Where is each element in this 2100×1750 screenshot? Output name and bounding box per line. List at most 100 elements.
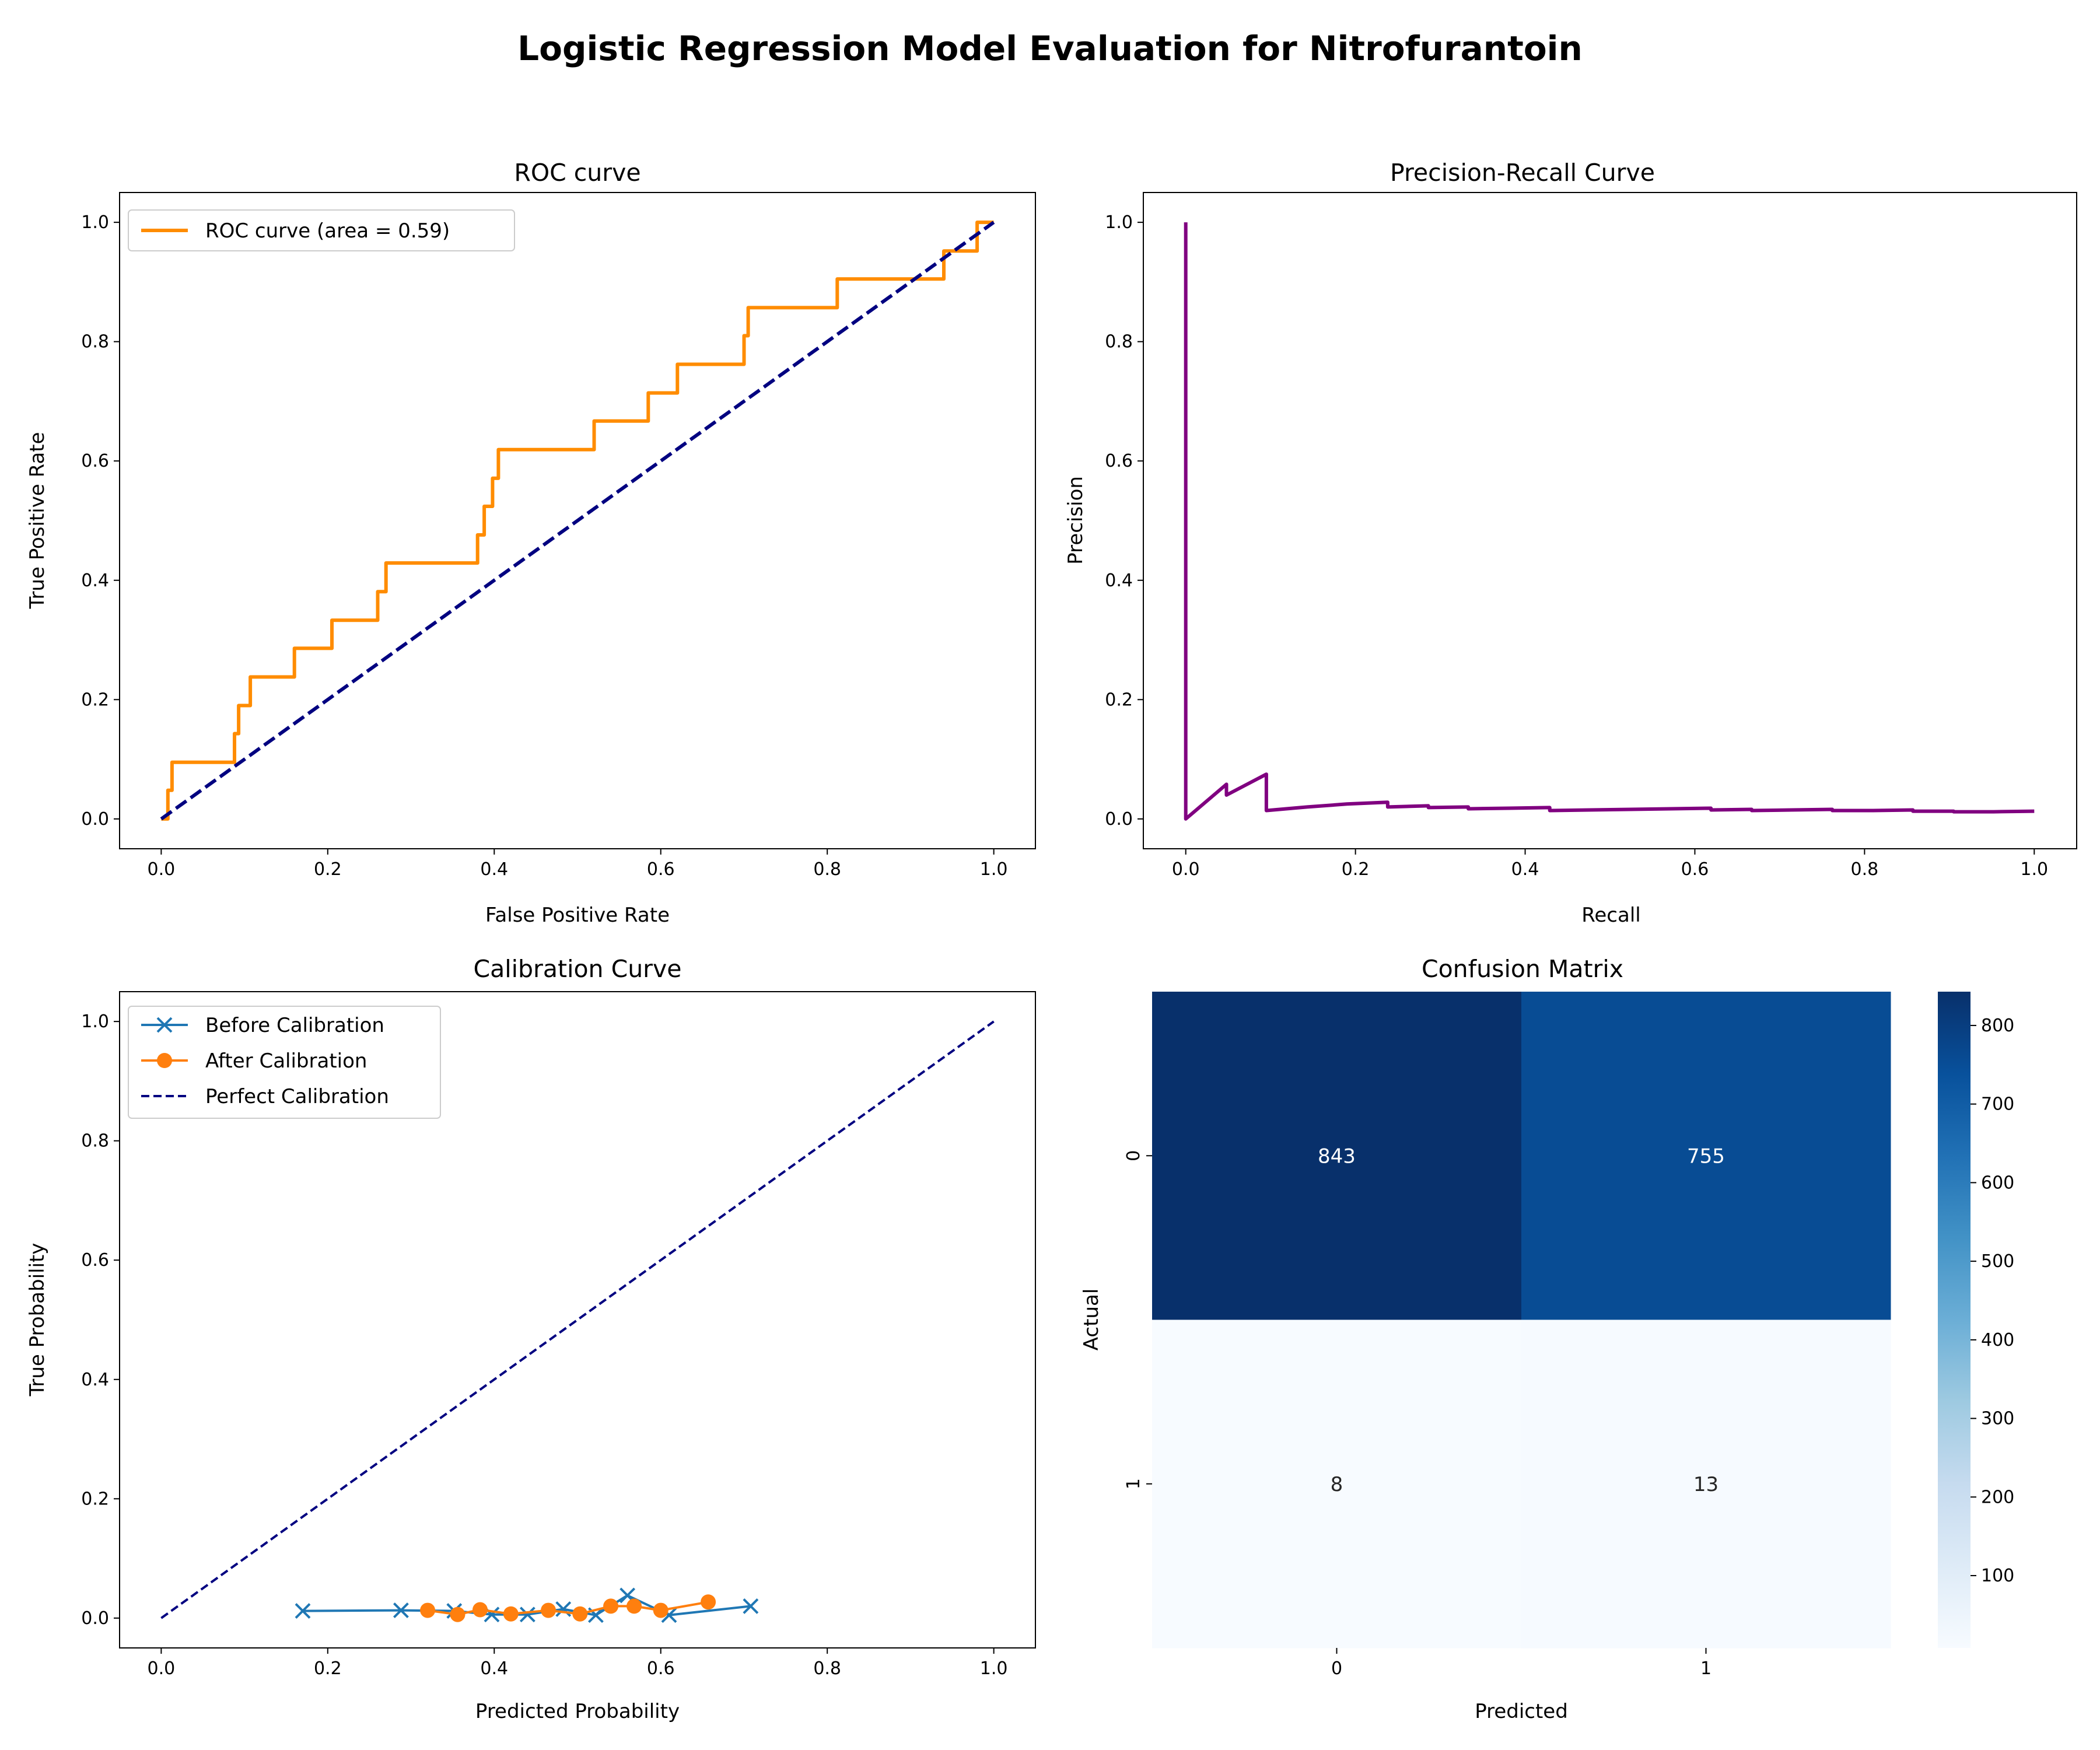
pr-ytick-label: 1.0 <box>1105 212 1133 233</box>
roc-ytick-label: 0.8 <box>81 332 109 352</box>
pr-ytick-label: 0.8 <box>1105 332 1133 352</box>
roc-ytick-label: 1.0 <box>81 212 109 233</box>
calibration-marker-x <box>393 1602 409 1618</box>
colorbar-tick-label: 700 <box>1981 1094 2014 1115</box>
roc-xtick-label: 0.8 <box>813 859 841 880</box>
pr-ylabel: Precision <box>1064 476 1087 565</box>
confusion-cell-value: 755 <box>1687 1144 1725 1168</box>
roc-ylabel: True Positive Rate <box>26 432 49 610</box>
calibration-marker-dot <box>626 1598 642 1614</box>
confusion-ylabel: Actual <box>1080 1289 1103 1351</box>
calibration-marker-x <box>555 1601 572 1617</box>
confusion-ytick-label: 0 <box>1124 1150 1144 1161</box>
calibration-xtick-label: 1.0 <box>980 1658 1008 1679</box>
figure-suptitle: Logistic Regression Model Evaluation for… <box>517 29 1583 68</box>
calibration-xtick-label: 0.6 <box>647 1658 675 1679</box>
pr-xlabel: Recall <box>1581 904 1640 927</box>
calibration-marker-dot <box>701 1594 716 1610</box>
calibration-ytick-label: 1.0 <box>81 1012 109 1032</box>
calibration-legend-label-perfect: Perfect Calibration <box>205 1085 389 1108</box>
calibration-marker-dot <box>503 1606 519 1622</box>
calibration-xtick-label: 0.8 <box>813 1658 841 1679</box>
confusion-cell-value: 843 <box>1318 1144 1356 1168</box>
colorbar-tick-label: 500 <box>1981 1251 2014 1272</box>
confusion-panel: Confusion Matrix 843 755 8 13 0 1 0 1 Predicte… <box>1080 955 2014 1723</box>
calibration-legend-marker-before <box>156 1017 173 1033</box>
calibration-ytick-label: 0.8 <box>81 1131 109 1152</box>
pr-lines <box>1184 222 2035 821</box>
pr-series-line <box>1184 222 2035 821</box>
confusion-xlabel: Predicted <box>1475 1700 1568 1723</box>
calibration-legend-label-after: After Calibration <box>205 1049 367 1073</box>
colorbar-tick-label: 400 <box>1981 1330 2014 1350</box>
roc-series-line <box>161 220 994 821</box>
pr-ticks: 0.0 0.2 0.4 0.6 0.8 1.0 0.0 0.2 0.4 0.6 0.8 1.0 <box>1105 212 2048 880</box>
confusion-title: Confusion Matrix <box>1422 955 1623 983</box>
calibration-marker-x <box>743 1598 759 1614</box>
calibration-legend-box <box>128 1006 441 1119</box>
confusion-ytick-label: 1 <box>1124 1478 1144 1489</box>
roc-xtick-label: 0.0 <box>148 859 176 880</box>
confusion-cell <box>1152 992 1522 1320</box>
calibration-ytick-label: 0.6 <box>81 1250 109 1270</box>
roc-ytick-label: 0.6 <box>81 451 109 471</box>
calibration-ticks: 0.0 0.2 0.4 0.6 0.8 1.0 0.0 0.2 0.4 0.6 0.8 1.0 <box>81 1012 1007 1679</box>
colorbar-tick-label: 200 <box>1981 1487 2014 1507</box>
roc-ytick-label: 0.4 <box>81 570 109 591</box>
calibration-marker-dot <box>653 1602 668 1618</box>
roc-lines <box>160 220 995 821</box>
calibration-marker-dot <box>572 1606 588 1622</box>
confusion-xtick-label: 0 <box>1331 1658 1342 1679</box>
roc-panel: ROC curve 0.0 0.2 0.4 0.6 0.8 1.0 0.0 0.2 0.4 0.6… <box>26 159 1036 927</box>
calibration-legend: Before Calibration After Calibration Per… <box>128 1006 441 1119</box>
pr-ytick-label: 0.4 <box>1105 570 1133 591</box>
confusion-cell-value: 8 <box>1331 1473 1343 1496</box>
calibration-ytick-label: 0.4 <box>81 1370 109 1390</box>
confusion-cell <box>1521 1320 1891 1648</box>
calibration-ytick-label: 0.0 <box>81 1608 109 1629</box>
confusion-cell-value: 13 <box>1693 1473 1718 1496</box>
roc-ytick-label: 0.0 <box>81 809 109 830</box>
colorbar-tick-label: 300 <box>1981 1409 2014 1429</box>
calibration-xtick-label: 0.4 <box>480 1658 508 1679</box>
calibration-xtick-label: 0.2 <box>314 1658 342 1679</box>
calibration-series-line <box>427 1601 709 1616</box>
colorbar <box>1938 992 1971 1648</box>
roc-legend-label: ROC curve (area = 0.59) <box>205 219 450 243</box>
calibration-marker-dot <box>450 1606 466 1622</box>
confusion-ticks: 0 1 0 1 <box>1124 1150 1712 1679</box>
calibration-marker-dot <box>420 1602 436 1618</box>
roc-xlabel: False Positive Rate <box>485 904 670 927</box>
roc-xtick-label: 0.4 <box>480 859 508 880</box>
roc-legend-box <box>128 209 515 251</box>
confusion-cells: 843 755 8 13 <box>1152 992 1891 1648</box>
calibration-legend-label-before: Before Calibration <box>205 1014 384 1037</box>
roc-series-line <box>160 220 995 821</box>
roc-xtick-label: 0.6 <box>647 859 675 880</box>
pr-ytick-label: 0.6 <box>1105 451 1133 471</box>
colorbar-tick-label: 100 <box>1981 1566 2014 1586</box>
calibration-legend-marker-after <box>157 1053 172 1068</box>
calibration-marker-dot <box>541 1602 556 1618</box>
pr-axes-frame <box>1143 192 2077 849</box>
calibration-lines <box>160 1020 995 1623</box>
calibration-xlabel: Predicted Probability <box>475 1700 680 1723</box>
pr-xtick-label: 0.0 <box>1172 859 1200 880</box>
pr-xtick-label: 0.8 <box>1851 859 1879 880</box>
pr-xtick-label: 0.6 <box>1681 859 1709 880</box>
confusion-cell <box>1521 992 1891 1320</box>
calibration-marker-x <box>519 1606 536 1623</box>
calibration-marker-dot <box>603 1598 619 1614</box>
pr-ytick-label: 0.0 <box>1105 809 1133 830</box>
calibration-panel: Calibration Curve 0.0 0.2 0.4 0.6 0.8 1.00.00… <box>26 955 1036 1723</box>
confusion-xtick-label: 1 <box>1700 1658 1712 1679</box>
pr-xtick-label: 1.0 <box>2020 859 2048 880</box>
confusion-cell <box>1152 1320 1522 1648</box>
calibration-ylabel: True Probability <box>26 1243 49 1397</box>
roc-legend: ROC curve (area = 0.59) <box>128 209 515 251</box>
roc-ticks: 0.0 0.2 0.4 0.6 0.8 1.0 0.0 0.2 0.4 0.6 0.8 1.0 <box>81 212 1007 880</box>
calibration-marker-x <box>295 1603 311 1619</box>
calibration-marker-dot <box>473 1602 488 1618</box>
roc-xtick-label: 1.0 <box>980 859 1008 880</box>
calibration-ytick-label: 0.2 <box>81 1489 109 1509</box>
